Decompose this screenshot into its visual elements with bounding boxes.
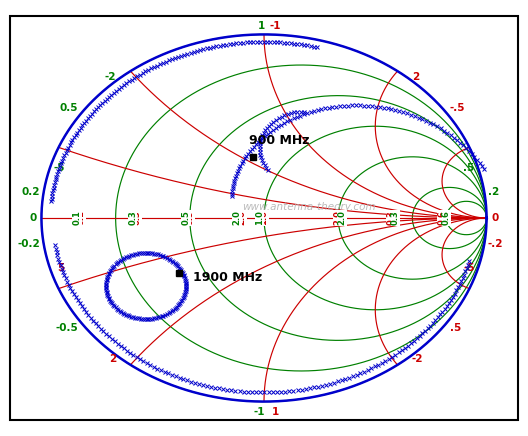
Text: 1: 1 [271,407,279,417]
Text: .5: .5 [463,164,474,174]
Text: 1.0: 1.0 [255,211,264,225]
Text: -0.5: -0.5 [55,323,78,333]
Text: .5: .5 [450,323,461,333]
Text: 0.3: 0.3 [391,211,400,225]
Text: 900 MHz: 900 MHz [249,134,309,147]
Text: 5: 5 [58,262,65,272]
Text: 1: 1 [258,21,266,31]
Text: 2.0: 2.0 [233,211,242,225]
Text: 0.6: 0.6 [438,211,447,225]
Text: 0.3: 0.3 [386,211,395,225]
Text: 1900 MHz: 1900 MHz [193,271,262,284]
Text: -0.2: -0.2 [17,238,40,249]
Text: 2.0: 2.0 [337,211,346,225]
Text: .2: .2 [488,187,499,198]
Text: -5: -5 [463,262,475,272]
Text: 0: 0 [30,213,37,223]
Text: 2.0: 2.0 [333,211,342,225]
Text: 0.1: 0.1 [77,211,86,225]
Text: 0.5: 0.5 [182,211,191,225]
Text: www.antenna-theory.com: www.antenna-theory.com [242,202,375,212]
Text: 0.3: 0.3 [128,211,137,225]
Text: -.2: -.2 [488,238,503,249]
Text: 0.5: 0.5 [60,103,78,113]
Text: 0.6: 0.6 [442,211,451,225]
Text: 0: 0 [491,213,498,223]
Text: 2.0: 2.0 [237,211,246,225]
Text: -1: -1 [269,21,281,31]
Text: -2: -2 [105,72,116,82]
Text: 0.5: 0.5 [186,211,195,225]
Text: -2: -2 [412,354,423,364]
Text: 2: 2 [109,354,116,364]
Text: 0.3: 0.3 [133,211,142,225]
Text: -.5: -.5 [450,103,465,113]
Text: -1: -1 [254,407,265,417]
Text: 2: 2 [412,72,419,82]
Text: 0.1: 0.1 [72,211,81,225]
Text: 1.0: 1.0 [259,211,269,225]
Text: 0.2: 0.2 [22,187,40,198]
Text: -5: -5 [53,164,65,174]
